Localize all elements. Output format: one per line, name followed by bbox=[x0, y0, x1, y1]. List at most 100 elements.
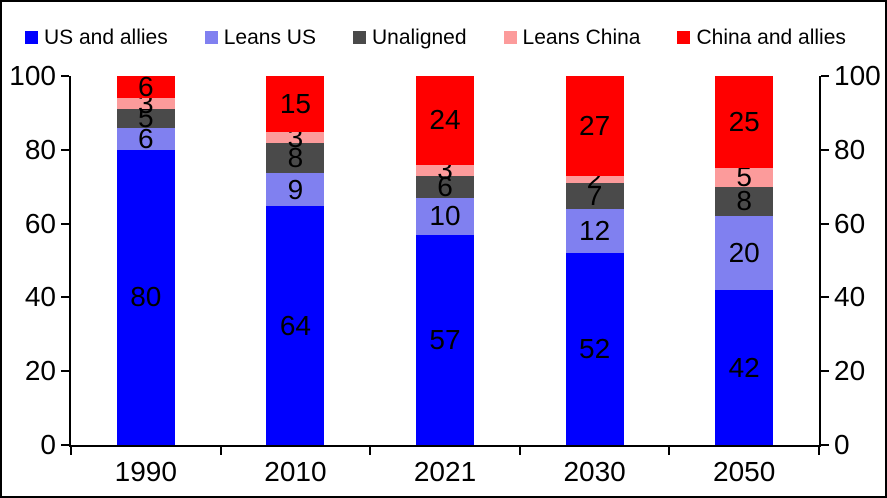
bar-2030: 52 12 7 2 27 bbox=[565, 76, 624, 445]
data-label: 25 bbox=[728, 106, 760, 138]
segment-leans-china: 3 bbox=[416, 156, 474, 184]
x-tick bbox=[518, 447, 521, 455]
data-label: 10 bbox=[429, 200, 461, 232]
y-axis-right bbox=[819, 76, 821, 447]
segment-unaligned: 6 bbox=[416, 172, 474, 200]
legend-swatch-icon bbox=[25, 31, 38, 44]
data-label: 27 bbox=[579, 109, 611, 141]
y-tick-label-right: 100 bbox=[834, 60, 881, 91]
data-label: 20 bbox=[728, 237, 760, 269]
y-tick-label-right: 40 bbox=[834, 281, 866, 313]
x-axis bbox=[69, 445, 821, 447]
data-label: 7 bbox=[586, 179, 603, 211]
legend-item-3: Leans China bbox=[503, 26, 641, 49]
segment-unaligned: 8 bbox=[266, 142, 325, 174]
y-tick-label-right: 20 bbox=[834, 355, 866, 387]
y-tick-left bbox=[61, 222, 69, 225]
segment-leans-us: 20 bbox=[715, 216, 774, 291]
segment-leans-china: 3 bbox=[266, 123, 325, 151]
legend-item-4: China and allies bbox=[677, 26, 846, 49]
data-label: 12 bbox=[579, 214, 611, 246]
y-tick-right bbox=[821, 148, 829, 151]
data-label: 64 bbox=[279, 309, 311, 341]
data-label: 80 bbox=[130, 281, 162, 313]
data-label: 5 bbox=[736, 161, 752, 193]
y-tick-right bbox=[821, 222, 829, 225]
legend-item-1: Leans US bbox=[204, 26, 316, 49]
segment-china-and-allies: 6 bbox=[116, 71, 175, 103]
x-category-label: 2030 bbox=[563, 456, 626, 487]
legend-label: US and allies bbox=[44, 26, 168, 49]
x-tick bbox=[818, 447, 820, 455]
y-tick-label-left: 80 bbox=[24, 133, 56, 165]
data-label: 8 bbox=[736, 185, 752, 217]
x-category-label: 1990 bbox=[114, 456, 177, 487]
segment-leans-us: 6 bbox=[116, 122, 175, 154]
y-tick-label-right: 0 bbox=[834, 429, 850, 460]
segment-leans-us: 10 bbox=[416, 197, 474, 235]
segment-china-and-allies: 15 bbox=[266, 76, 325, 132]
chart-legend: US and allies Leans US Unaligned Leans Chin… bbox=[25, 27, 846, 48]
data-label: 52 bbox=[579, 333, 611, 365]
segment-china-and-allies: 24 bbox=[416, 76, 474, 165]
y-axis-left bbox=[69, 76, 71, 447]
bar-1990: 80 6 5 3 6 bbox=[116, 71, 175, 445]
y-tick-right bbox=[821, 370, 829, 373]
legend-swatch-icon bbox=[677, 31, 691, 44]
data-label: 9 bbox=[287, 173, 304, 205]
legend-item-2: Unaligned bbox=[352, 26, 467, 49]
segment-us-and-allies: 52 bbox=[565, 253, 624, 445]
data-label: 6 bbox=[138, 122, 154, 154]
segment-unaligned: 8 bbox=[715, 185, 774, 217]
segment-us-and-allies: 57 bbox=[416, 234, 474, 445]
bar-2010: 64 9 8 3 15 bbox=[266, 76, 325, 445]
y-tick-label-left: 100 bbox=[9, 60, 56, 91]
y-tick-left bbox=[61, 75, 69, 77]
segment-unaligned: 7 bbox=[565, 179, 624, 211]
x-tick bbox=[668, 447, 671, 455]
y-tick-label-right: 60 bbox=[834, 207, 866, 239]
segment-leans-china: 5 bbox=[715, 163, 774, 191]
legend-swatch-icon bbox=[204, 31, 218, 44]
y-tick-left bbox=[61, 370, 69, 373]
y-tick-label-left: 20 bbox=[24, 355, 56, 387]
legend-label: Unaligned bbox=[371, 26, 467, 49]
segment-leans-us: 12 bbox=[565, 208, 624, 254]
x-category-label: 2050 bbox=[713, 456, 776, 487]
legend-label: China and allies bbox=[696, 26, 846, 49]
y-tick-left bbox=[61, 296, 69, 299]
x-tick bbox=[369, 447, 372, 455]
segment-unaligned: 5 bbox=[116, 104, 175, 132]
legend-label: Leans China bbox=[522, 26, 641, 49]
y-tick-right bbox=[821, 444, 829, 446]
data-label: 57 bbox=[429, 323, 461, 355]
y-tick-right bbox=[821, 75, 829, 77]
data-label: 5 bbox=[138, 102, 154, 134]
y-tick-label-left: 40 bbox=[24, 281, 56, 313]
y-tick-label-left: 60 bbox=[24, 207, 56, 239]
segment-us-and-allies: 64 bbox=[266, 206, 325, 445]
y-tick-right bbox=[821, 296, 829, 299]
y-tick-left bbox=[61, 444, 69, 446]
segment-leans-us: 9 bbox=[266, 172, 325, 207]
bar-2021: 57 10 6 3 24 bbox=[416, 76, 474, 445]
segment-china-and-allies: 27 bbox=[565, 76, 624, 176]
x-tick bbox=[70, 447, 72, 455]
data-label: 6 bbox=[138, 71, 154, 103]
legend-item-0: US and allies bbox=[25, 27, 168, 48]
legend-label: Leans US bbox=[223, 26, 316, 49]
data-label: 8 bbox=[287, 142, 304, 174]
y-tick-left bbox=[61, 148, 69, 151]
legend-swatch-icon bbox=[503, 31, 517, 44]
x-tick bbox=[219, 447, 222, 455]
y-tick-label-left: 0 bbox=[40, 429, 56, 460]
legend-swatch-icon bbox=[352, 31, 366, 44]
segment-china-and-allies: 25 bbox=[715, 76, 774, 169]
segment-leans-china: 2 bbox=[565, 165, 624, 193]
x-category-label: 2010 bbox=[264, 456, 327, 487]
y-tick-label-right: 80 bbox=[834, 133, 866, 165]
data-label: 42 bbox=[728, 351, 760, 383]
data-label: 24 bbox=[429, 104, 461, 136]
segment-us-and-allies: 80 bbox=[116, 149, 175, 445]
